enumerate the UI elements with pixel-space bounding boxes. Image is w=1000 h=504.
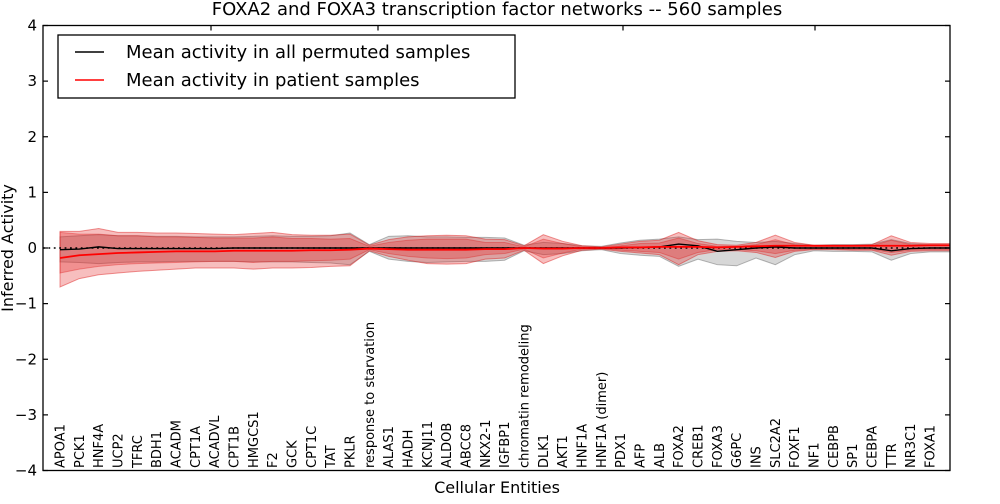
x-tick-label: SLC2A2 — [769, 418, 784, 468]
x-tick-label: FOXA1 — [923, 425, 938, 468]
x-tick-label: HMGCS1 — [247, 411, 262, 468]
x-tick-label: F2 — [266, 452, 281, 468]
legend-patient-label: Mean activity in patient samples — [126, 70, 420, 91]
y-tick-label: 3 — [27, 72, 37, 90]
plot-border — [42, 24, 951, 472]
y-tick-label: −1 — [15, 295, 37, 313]
x-tick-label: APOA1 — [54, 424, 69, 468]
x-tick-label: FOXA3 — [711, 425, 726, 468]
permuted-mean-line — [59, 243, 950, 253]
x-tick-label: CEBPB — [827, 425, 842, 468]
x-tick-label: HNF1A — [575, 424, 590, 468]
x-tick-label: SP1 — [846, 444, 861, 468]
x-tick-label: FOXF1 — [788, 426, 803, 468]
tick-label-layer: 4 3 2 1 0 −1 −2 −3 −4 APOA1 PCK1 HNF4A UCP2 TFRC BDH1 A… — [15, 17, 939, 480]
x-tick-label: PDX1 — [614, 433, 629, 468]
y-tick-label: 2 — [27, 128, 37, 146]
x-tick-label: ALB — [653, 443, 668, 468]
y-tick-label: 4 — [27, 17, 37, 35]
y-tick-label: 0 — [27, 239, 37, 257]
x-tick-label: NKX2-1 — [479, 420, 494, 468]
x-tick-label: response to starvation — [363, 322, 378, 468]
x-tick-label: TTR — [885, 443, 900, 469]
x-tick-label: CREB1 — [691, 424, 706, 468]
y-tick-label: −4 — [15, 462, 37, 480]
x-tick-label: HADH — [401, 430, 416, 468]
legend: Mean activity in all permuted samples Me… — [57, 34, 516, 99]
x-tick-label: PCK1 — [73, 434, 88, 468]
x-tick-label: NF1 — [807, 443, 822, 468]
x-tick-label: HNF1A (dimer) — [595, 372, 610, 468]
x-tick-label: CPT1A — [189, 426, 204, 468]
x-tick-label: BDH1 — [150, 431, 165, 468]
band-layer — [59, 228, 951, 288]
legend-box — [57, 34, 516, 99]
y-axis-label: Inferred Activity — [0, 184, 17, 312]
x-tick-label: KCNJ11 — [421, 421, 436, 468]
x-tick-label: PKLR — [343, 435, 358, 468]
x-tick-label: ABCC8 — [459, 424, 474, 468]
y-tick-label: −2 — [15, 350, 37, 368]
x-tick-label: ACADM — [169, 420, 184, 468]
chart-title: FOXA2 and FOXA3 transcription factor net… — [212, 0, 782, 20]
x-tick-label: CEBPA — [865, 426, 880, 468]
x-tick-label: G6PC — [730, 433, 745, 468]
x-tick-label: ALDOB — [440, 423, 455, 468]
x-tick-label: GCK — [285, 440, 300, 468]
x-tick-label: IGFBP1 — [498, 422, 513, 468]
y-tick-label: 1 — [27, 183, 37, 201]
x-tick-label: NR3C1 — [904, 424, 919, 468]
x-tick-label: ACADVL — [208, 415, 223, 468]
x-tick-label: FOXA2 — [672, 425, 687, 468]
x-tick-label: AFP — [633, 444, 648, 468]
x-axis-label: Cellular Entities — [434, 478, 560, 497]
x-tick-label: INS — [749, 446, 764, 468]
x-tick-label: CPT1C — [305, 426, 320, 468]
x-tick-label: ALAS1 — [382, 426, 397, 468]
y-tick-label: −3 — [15, 406, 37, 424]
patient-mean-line — [59, 244, 950, 259]
legend-permuted-label: Mean activity in all permuted samples — [126, 42, 470, 63]
x-tick-label: AKT1 — [556, 435, 571, 468]
line-layer — [43, 243, 950, 259]
x-tick-label: CPT1B — [227, 426, 242, 468]
x-tick-label: chromatin remodeling — [517, 324, 532, 468]
x-tick-label: UCP2 — [111, 433, 126, 468]
x-tick-label: HNF4A — [92, 424, 107, 468]
x-tick-label: DLK1 — [537, 434, 552, 468]
x-tick-label: TAT — [324, 445, 339, 469]
x-tick-label: TFRC — [131, 435, 146, 469]
